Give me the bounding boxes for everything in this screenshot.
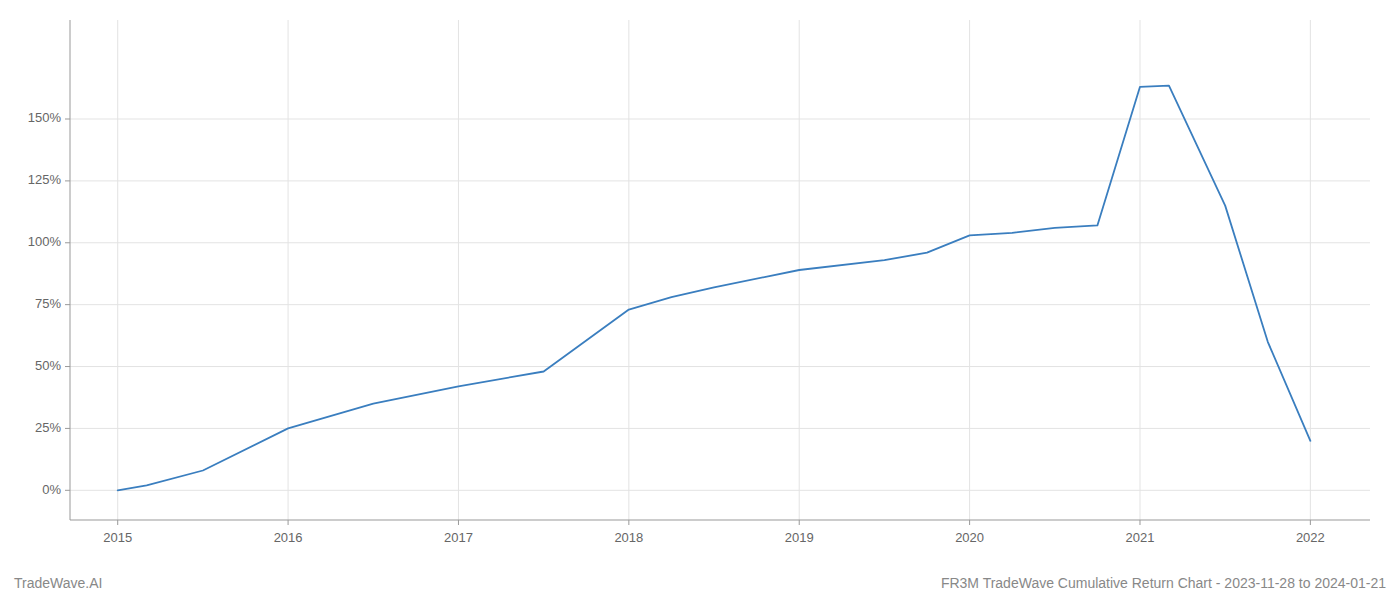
title: FR3M TradeWave Cumulative Return Chart -… xyxy=(941,575,1386,591)
tick-label: 2022 xyxy=(1296,530,1325,545)
tick-mark xyxy=(65,428,70,429)
tick-label: 50% xyxy=(35,358,61,373)
grid-line xyxy=(458,20,459,520)
tick-label: 150% xyxy=(28,110,62,125)
tick-mark xyxy=(117,520,118,525)
tick-mark xyxy=(628,520,629,525)
line xyxy=(118,86,1311,491)
tick-mark xyxy=(288,520,289,525)
tick-label: 2016 xyxy=(274,530,303,545)
tick-mark xyxy=(65,180,70,181)
background xyxy=(0,0,1400,600)
y-axis-line xyxy=(70,20,71,520)
tick-label: 2021 xyxy=(1126,530,1155,545)
grid-line xyxy=(969,20,970,520)
grid-line xyxy=(70,119,1370,120)
plot-area xyxy=(118,86,1311,491)
axes: 0% 25% 50% 75% 100% 125% 150% 2015 2016 2017 2018 2… xyxy=(28,20,1370,545)
chart: 0% 25% 50% 75% 100% 125% 150% 2015 2016 2017 2018 2… xyxy=(0,0,1400,600)
grid-line xyxy=(70,180,1370,181)
tick-label: 75% xyxy=(35,296,61,311)
grid-line xyxy=(628,20,629,520)
tick-label: 2017 xyxy=(444,530,473,545)
tick-label: 0% xyxy=(42,482,61,497)
tick-mark xyxy=(458,520,459,525)
grid-line xyxy=(70,304,1370,305)
tick-mark xyxy=(65,119,70,120)
grid-line xyxy=(1310,20,1311,520)
grid-line xyxy=(288,20,289,520)
tick-mark xyxy=(65,304,70,305)
grid-line xyxy=(117,20,118,520)
tick-label: 25% xyxy=(35,420,61,435)
grid-line xyxy=(70,490,1370,491)
tick-mark xyxy=(799,520,800,525)
tick-label: 2015 xyxy=(103,530,132,545)
tick-mark xyxy=(65,490,70,491)
tick-label: 2019 xyxy=(785,530,814,545)
tick-label: 125% xyxy=(28,172,62,187)
grid-line xyxy=(70,242,1370,243)
grid-line xyxy=(70,366,1370,367)
grid-line xyxy=(1139,20,1140,520)
grid xyxy=(70,20,1370,520)
tick-mark xyxy=(65,366,70,367)
tick-mark xyxy=(65,242,70,243)
tick-label: 2020 xyxy=(955,530,984,545)
tick-mark xyxy=(1310,520,1311,525)
x-axis-line xyxy=(70,520,1370,521)
tick-label: 2018 xyxy=(614,530,643,545)
watermark: TradeWave.AI xyxy=(14,575,102,591)
tick-mark xyxy=(1139,520,1140,525)
tick-label: 100% xyxy=(28,234,62,249)
grid-line xyxy=(70,428,1370,429)
tick-mark xyxy=(969,520,970,525)
